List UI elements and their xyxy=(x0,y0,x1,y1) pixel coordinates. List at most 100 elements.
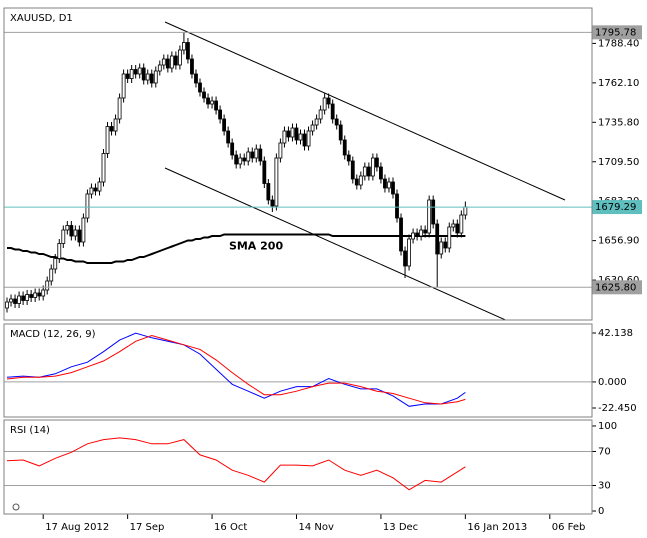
candle-body xyxy=(302,133,307,147)
candle-body xyxy=(435,223,440,255)
candle-body xyxy=(89,187,94,195)
candle-body xyxy=(230,142,235,156)
candle-body xyxy=(218,109,223,120)
candle-body xyxy=(165,58,170,69)
candle-body xyxy=(177,49,182,66)
panel-title: XAUUSD, D1 xyxy=(10,13,73,24)
candle-body xyxy=(270,199,275,207)
candle-body xyxy=(447,226,452,249)
candle-body xyxy=(451,223,456,228)
y-tick-label: 100 xyxy=(598,421,617,432)
candle-body xyxy=(254,148,259,159)
candle-body xyxy=(427,199,432,234)
candle-body xyxy=(113,118,118,132)
candle-body xyxy=(375,157,379,168)
candle-body xyxy=(65,225,70,231)
y-tick-label: 30 xyxy=(598,481,611,492)
candle-body xyxy=(169,55,174,69)
candle-body xyxy=(173,55,178,66)
candle-body xyxy=(326,97,331,105)
y-tick-label: 1709.50 xyxy=(598,157,639,168)
candle-body xyxy=(415,232,420,237)
price-label-box xyxy=(592,280,642,295)
candle-body xyxy=(366,166,371,177)
panel-title: RSI (14) xyxy=(10,425,50,436)
icon xyxy=(12,503,20,511)
candle-body xyxy=(334,118,339,126)
candle-body xyxy=(145,73,150,81)
candle-body xyxy=(226,130,231,144)
candle-body xyxy=(314,118,319,126)
candle-body xyxy=(290,127,295,138)
panel-title: MACD (12, 26, 9) xyxy=(10,329,96,340)
candle-body xyxy=(370,157,375,177)
candle-body xyxy=(129,69,134,79)
candle-body xyxy=(354,178,359,186)
candle-body xyxy=(77,229,82,243)
price-label: 1679.29 xyxy=(595,202,636,213)
candle-body xyxy=(37,292,42,297)
sma-line xyxy=(7,233,466,264)
candle-body xyxy=(242,157,247,162)
y-tick-label: 42.138 xyxy=(598,328,633,339)
candle-body xyxy=(431,199,436,225)
y-tick-label: 0 xyxy=(598,506,604,517)
candle-body xyxy=(13,298,17,304)
panel-border xyxy=(3,419,593,515)
channel-upper xyxy=(164,21,566,201)
candle-body xyxy=(93,187,98,192)
candle-body xyxy=(459,214,464,234)
candle-body xyxy=(57,243,62,259)
y-tick-label: 1656.90 xyxy=(598,236,639,247)
candle-body xyxy=(53,258,58,270)
candle-body xyxy=(379,166,383,180)
candle-body xyxy=(262,160,267,184)
candle-body xyxy=(109,126,114,132)
candle-body xyxy=(278,142,283,159)
candle-body xyxy=(161,58,166,66)
candle-body xyxy=(286,130,291,138)
candle-body xyxy=(69,225,74,237)
candle-body xyxy=(350,160,355,180)
candle-body xyxy=(33,292,38,298)
candle-body xyxy=(403,250,407,267)
panel-border xyxy=(3,323,593,418)
candle-body xyxy=(294,127,299,141)
candle-body xyxy=(25,294,30,301)
x-tick-label: 16 Oct xyxy=(214,522,247,533)
candle-body xyxy=(399,217,403,252)
candle-body xyxy=(61,229,66,244)
candle-body xyxy=(194,73,198,84)
y-tick-label: 1735.80 xyxy=(598,117,639,128)
y-tick-label: 1788.40 xyxy=(598,38,639,49)
candle-body xyxy=(282,130,287,144)
candle-body xyxy=(9,298,13,303)
candle-body xyxy=(419,229,424,237)
candle-body xyxy=(117,97,122,120)
x-tick-label: 06 Feb xyxy=(552,522,586,533)
candle-body xyxy=(310,124,315,132)
candle-body xyxy=(198,82,202,93)
candle-body xyxy=(391,181,395,195)
panel xyxy=(5,32,468,313)
candle-body xyxy=(322,97,327,111)
candle-body xyxy=(439,241,444,255)
candle-body xyxy=(383,178,387,189)
y-tick-label: 0.000 xyxy=(598,377,627,388)
price-label-box xyxy=(592,200,642,215)
x-tick-label: 16 Jan 2013 xyxy=(467,522,527,533)
x-tick-label: 17 Aug 2012 xyxy=(45,522,109,533)
candle-body xyxy=(330,103,335,120)
candle-body xyxy=(182,42,186,51)
panel xyxy=(4,437,592,491)
candle-body xyxy=(121,73,126,99)
candle-body xyxy=(423,229,428,234)
candle-body xyxy=(97,181,102,192)
candle-body xyxy=(153,70,158,84)
candle-body xyxy=(17,295,21,304)
candle-body xyxy=(306,130,311,147)
candle-body xyxy=(411,232,415,240)
series-label: SMA 200 xyxy=(229,240,284,253)
candle-body xyxy=(395,193,399,219)
candle-body xyxy=(250,151,255,159)
